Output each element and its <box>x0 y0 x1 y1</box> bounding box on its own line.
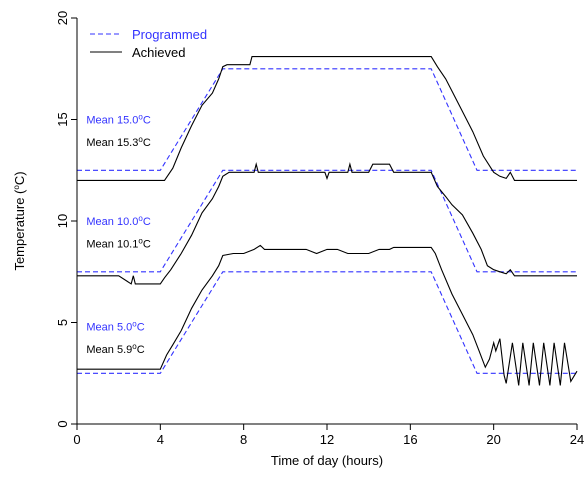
annotations: Mean 15.0oC Mean 15.3oC Mean 10.0oC Mean 10… <box>86 113 150 356</box>
x-tick-label: 16 <box>403 432 417 447</box>
axes: 0 4 8 12 16 20 24 0 5 10 15 20 <box>55 11 584 447</box>
legend-label-programmed: Programmed <box>132 27 207 42</box>
mean-annotation: Mean 5.9oC <box>86 342 144 356</box>
x-tick-label: 4 <box>157 432 164 447</box>
y-tick-label: 5 <box>55 319 70 326</box>
legend: Programmed Achieved <box>90 27 207 60</box>
programmed-series-line-1 <box>77 68 577 171</box>
x-tick-label: 12 <box>320 432 334 447</box>
x-tick-label: 24 <box>570 432 584 447</box>
mean-annotation: Mean 10.0oC <box>86 214 150 228</box>
mean-annotation: Mean 15.3oC <box>86 135 150 149</box>
y-tick-label: 10 <box>55 214 70 228</box>
plot-lines <box>77 56 578 386</box>
x-tick-label: 8 <box>240 432 247 447</box>
x-tick-label: 0 <box>73 432 80 447</box>
legend-label-achieved: Achieved <box>132 45 185 60</box>
x-axis-title: Time of day (hours) <box>271 453 383 468</box>
y-axis-title: Temperature (oC) <box>12 171 27 270</box>
y-tick-label: 0 <box>55 420 70 427</box>
mean-annotation: Mean 5.0oC <box>86 320 144 334</box>
programmed-series-line-2 <box>77 169 577 273</box>
achieved-series-line-1 <box>77 56 577 181</box>
mean-annotation: Mean 10.1oC <box>86 236 150 250</box>
y-axis-title-unit: C) <box>12 171 27 185</box>
achieved-series-line-3 <box>77 244 578 386</box>
y-tick-label: 20 <box>55 11 70 25</box>
x-tick-label: 20 <box>486 432 500 447</box>
mean-annotation: Mean 15.0oC <box>86 113 150 127</box>
y-axis-title-main: Temperature ( <box>12 189 27 271</box>
y-axis-title-degree: o <box>12 185 21 190</box>
programmed-series-line-3 <box>77 271 577 374</box>
achieved-series-line-2 <box>77 162 577 285</box>
y-tick-label: 15 <box>55 112 70 126</box>
